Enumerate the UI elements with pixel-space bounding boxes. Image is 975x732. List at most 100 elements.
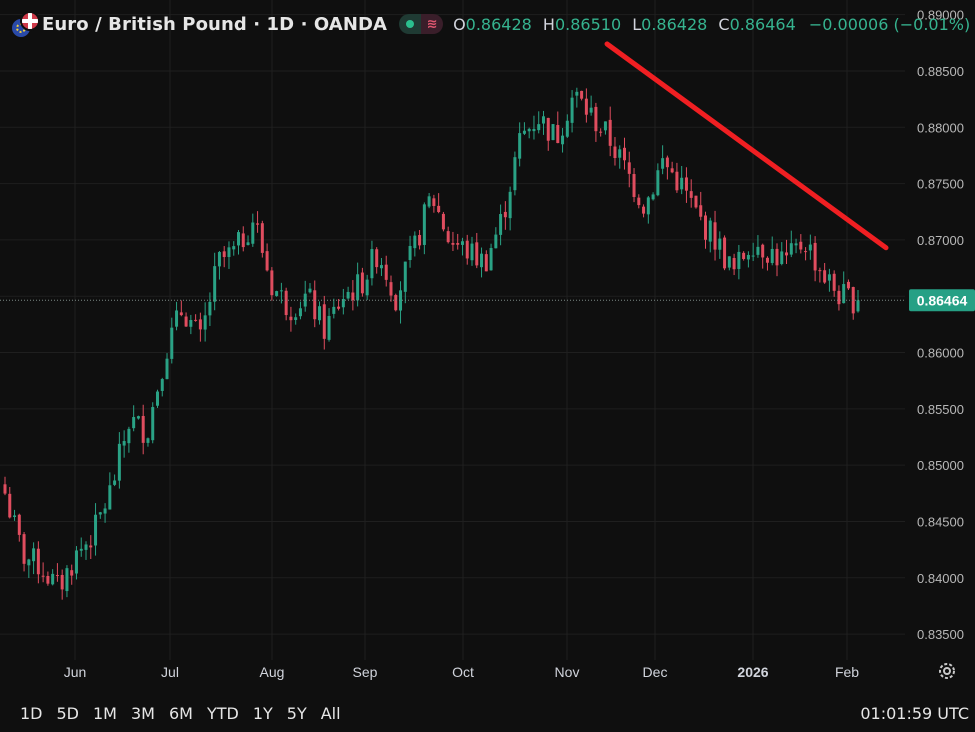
candle-body (489, 248, 493, 271)
symbol-title[interactable]: Euro / British Pound · 1D · OANDA (42, 13, 388, 35)
candle-body (484, 254, 488, 272)
y-tick-label: 0.84000 (917, 571, 964, 586)
candle-body (613, 146, 617, 159)
candle-body (765, 257, 769, 263)
candle-body (737, 251, 741, 269)
y-tick-label: 0.88000 (917, 120, 964, 135)
candle-body (260, 223, 264, 253)
candle-body (684, 177, 688, 191)
candle-body (823, 270, 827, 283)
candle-body (160, 379, 164, 391)
chart-legend: Euro / British Pound · 1D · OANDA ≋ O0.8… (10, 10, 970, 39)
candle-body (422, 204, 426, 245)
range-1y-button[interactable]: 1Y (252, 704, 273, 723)
range-5y-button[interactable]: 5Y (286, 704, 307, 723)
candle-body (394, 295, 398, 311)
candle-body (808, 244, 812, 251)
candle-body (756, 246, 760, 255)
candle-body (775, 248, 779, 266)
candle-body (665, 157, 669, 168)
candle-body (751, 255, 755, 257)
candle-body (575, 91, 579, 96)
candle-body (284, 290, 288, 316)
candle-body (541, 116, 545, 124)
candle-body (732, 258, 736, 270)
candle-body (727, 256, 731, 268)
candle-body (532, 128, 536, 132)
candle-body (642, 206, 646, 214)
candle-body (55, 575, 59, 577)
candle-body (713, 222, 717, 250)
candle-body (584, 98, 588, 115)
candle-body (17, 514, 21, 535)
range-1d-button[interactable]: 1D (20, 704, 43, 723)
candle-body (370, 249, 374, 279)
candle-body (789, 243, 793, 255)
candle-body (603, 121, 607, 131)
range-ytd-button[interactable]: YTD (206, 704, 239, 723)
candle-body (213, 266, 217, 302)
y-tick-label: 0.87500 (917, 177, 964, 192)
candle-body (403, 261, 407, 292)
range-1m-button[interactable]: 1M (93, 704, 117, 723)
candle-body (298, 308, 302, 317)
range-6m-button[interactable]: 6M (168, 704, 193, 723)
candle-body (527, 128, 531, 132)
candle-body (151, 407, 155, 441)
candle-body (270, 270, 274, 296)
candle-body (742, 252, 746, 259)
close-value: 0.86464 (729, 14, 796, 34)
candle-body (46, 575, 50, 584)
candle-body (408, 245, 412, 261)
trendline[interactable] (604, 41, 889, 251)
candle-body (651, 194, 655, 200)
candle-body (832, 273, 836, 291)
waves-icon[interactable]: ≋ (421, 14, 444, 34)
candle-body (565, 120, 569, 137)
candle-body (656, 170, 660, 196)
y-tick-label: 0.89000 (917, 8, 964, 23)
candle-body (708, 220, 712, 242)
candle-body (141, 415, 145, 443)
candle-body (208, 301, 212, 316)
candle-body (599, 131, 603, 133)
settings-gear-icon[interactable] (936, 660, 958, 682)
candle-body (351, 292, 355, 301)
candle-body (432, 198, 436, 206)
candle-body (746, 254, 750, 260)
y-tick-label: 0.83500 (917, 627, 964, 642)
candle-body (94, 514, 98, 546)
candle-body (441, 213, 445, 230)
candle-body (360, 272, 364, 294)
candle-body (379, 265, 383, 269)
candle-body (465, 240, 469, 259)
candle-body (627, 162, 631, 174)
candle-body (632, 174, 636, 198)
candle-body (437, 205, 441, 213)
candle-body (618, 149, 622, 158)
candle-body (699, 205, 703, 217)
range-all-button[interactable]: All (320, 704, 341, 723)
low-label: L (632, 14, 642, 34)
candle-body (818, 270, 822, 272)
candle-body (70, 570, 74, 576)
price-label: 0.86464 (909, 289, 975, 312)
candle-body (842, 284, 846, 304)
candle-body (580, 90, 584, 99)
candle-body (804, 251, 808, 253)
candle-body (222, 251, 226, 258)
range-5d-button[interactable]: 5D (56, 704, 80, 723)
range-3m-button[interactable]: 3M (130, 704, 155, 723)
candle-body (84, 544, 88, 550)
candle-body (265, 251, 269, 271)
high-value: 0.86510 (554, 14, 622, 34)
candle-body (589, 107, 593, 113)
utc-clock[interactable]: 01:01:59 UTC (860, 704, 969, 723)
candle-body (546, 117, 550, 141)
candle-body (313, 290, 317, 320)
candle-body (475, 242, 479, 266)
x-tick-label: Nov (555, 664, 580, 680)
dot-icon[interactable] (399, 14, 422, 34)
y-tick-label: 0.85000 (917, 458, 964, 473)
